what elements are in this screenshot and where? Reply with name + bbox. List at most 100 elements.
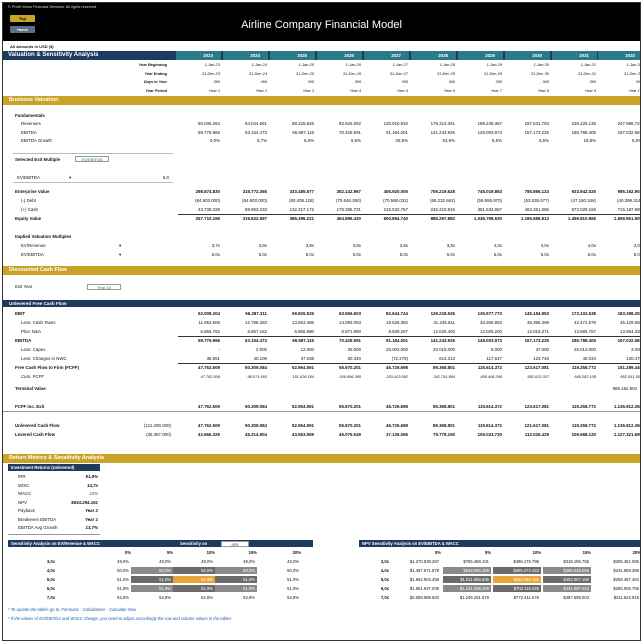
row-value: 852.051.554 [620,374,641,379]
row-value: 14.083.053 [339,320,361,325]
exit-multiple-select[interactable]: EV/EBITDA [75,156,109,162]
row-value: (70.588.032) [383,198,408,203]
row-value: 112.026.429 [524,432,549,437]
sens-cell: $1.467.871.878 [409,568,439,573]
year-header-bg [270,51,315,60]
row-value: - [218,347,220,352]
row-value: 123.617.081 [524,365,549,370]
row-value: 215.532.767 [383,207,408,212]
row-value: 600.864.740 [383,216,408,221]
sens-cell: $1.131.088.208 [443,585,491,592]
row-value: 5,5% [538,138,549,143]
sens-cell: $231.969.366 [613,568,639,573]
dropdown-icon[interactable]: ▾ [119,251,122,257]
sensitivity-on-select[interactable]: IRR [221,541,249,547]
row-value: (80.408.128) [289,198,314,203]
sensitivity-on-label: Sensitivity on [180,541,208,546]
total-line [178,214,640,215]
year-header-cell: 2029 [485,53,495,58]
exit-year-select[interactable]: Year 10 [87,284,121,290]
dcf-row: Less: Changes in NWC 38.951 40.106 47.038 50… [3,355,640,362]
row-value: 5,0x [587,251,596,257]
row-value: 1.659.951.509 [613,216,641,221]
row-value: 47.762.509 [198,423,220,428]
row-value: 197.032.581 [617,129,641,135]
timeline-cell: 365 [542,79,550,84]
returns-item-value[interactable]: 10% [89,491,98,496]
row-value: 88.225.845 [292,121,314,126]
timeline-cell: 31-Dec-25 [295,70,314,76]
sens-cell: $634.294.161 [493,576,541,583]
subtotal-line [3,411,640,412]
returns-item-label: Payback [18,508,35,513]
header-band: © Profit Vision Financial Services. All … [3,3,640,41]
timeline-cell: 1-Jan-29 [486,62,502,67]
year-header-bg [458,51,503,60]
row-value: 5,5% [631,138,641,143]
row-value: 454.895.420 [336,216,361,221]
fundamentals-row: EBITDA Growth 0,0% 5,7% 5,6% 5,6% 29,5% 54,9% 5… [3,137,640,144]
row-value: 151.289.446 [617,365,641,370]
row-value: 351.534.657 [477,207,502,212]
row-value: 47.038 [300,356,314,361]
row-value: (84.903.000) [195,198,220,203]
row-value: 6.867.162 [247,329,267,334]
top-button[interactable]: Top [10,15,35,22]
row-value: 253.423.082 [386,374,408,379]
row-value: 59.826.525 [292,311,314,316]
sens-cell: $311.523.918 [613,595,639,600]
section-ufcf: Unlevered Free Cash Flow [3,300,640,307]
row-value: 45.214.904 [245,432,267,437]
row-value: (65.232.662) [430,198,455,203]
row-value: 1.136.912.350 [613,404,641,409]
row-value: 1.136.912.350 [613,423,641,428]
row-value: 80.036.264 [198,121,220,126]
timeline-cell: 1-Jan-24 [251,62,267,67]
row-label: Levered Cash Flow [15,432,56,437]
page-title: Airline Company Financial Model [241,19,402,31]
sens-cell: $565.473.463 [493,567,541,574]
year-header-cell: 2030 [532,53,542,58]
row-value: 123.617.081 [524,404,549,409]
ev-ebitda-input-row: EV/EBITDA ▾ 5,0 [3,174,640,181]
sens-cell: $765.488.101 [463,559,489,564]
returns-item: IRR 51,8% [8,473,100,480]
ev-ebitda-value[interactable]: 5,0 [162,175,169,180]
row-label: Enterprise Value [15,189,50,194]
sens-cell: $848.695.469 [443,567,491,574]
row-value: (75.646.260) [336,198,361,203]
returns-item: NPV $634.294.161 [8,499,100,506]
row-value: 179.313.361 [430,121,455,126]
timeline-cell: Year 8 [537,87,549,93]
row-value: 157.173.225 [524,338,549,343]
row-value: 745.019.863 [477,189,502,194]
sens-col-header: 20% [632,550,641,555]
initial-investment: (36.387.000) [146,432,171,437]
timeline-cell: 31-Dec-26 [342,70,361,76]
row-value: 933.942.025 [571,189,596,194]
irr-sensitivity-header: Sensitivity Analysis on EV/Revenue & WAC… [8,540,313,547]
row-value: 66.697.115 [292,129,314,135]
row-value: 70.428.591 [339,338,361,343]
timeline-cell: 365 [589,79,597,84]
sens-row-header: 4,0x [46,568,55,573]
sens-cell: $285.005.706 [613,586,639,591]
row-value: 91.184.001 [386,338,408,343]
row-value: 188.249.367 [477,121,502,126]
row-value: 4,0x [587,243,596,248]
row-value: 123.746 [533,356,549,361]
row-value: 18,8% [583,138,596,143]
row-value: 35.395.399 [527,320,549,325]
row-value: 55.670.201 [339,404,361,409]
timeline-cell: Year 10 [628,87,641,93]
timeline-cell: 1-Jan-27 [392,62,408,67]
dropdown-icon[interactable]: ▾ [119,243,122,248]
row-value: 141.243.926 [430,338,455,343]
row-value: 333.485.577 [289,189,314,194]
row-value: 247.996.721 [617,121,641,126]
ev-ebitda-dropdown-icon[interactable]: ▾ [69,175,72,180]
levered-cash-flow-row: Levered Cash Flow 42.666.329 45.214.904 43.… [3,431,640,438]
row-value: 458.406.256 [480,374,502,379]
year-header-cell: 2031 [579,53,589,58]
home-button[interactable]: Home [10,26,35,33]
